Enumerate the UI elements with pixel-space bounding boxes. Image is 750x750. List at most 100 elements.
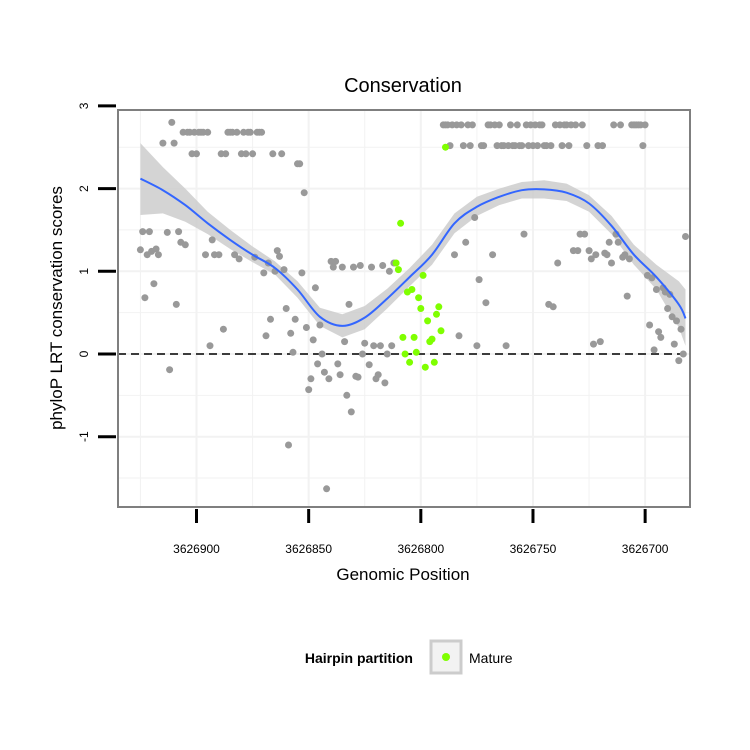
y-axis: -1 0 1 2 3 xyxy=(77,102,116,442)
data-point xyxy=(258,128,266,136)
data-point xyxy=(368,263,375,271)
data-point xyxy=(273,247,281,255)
data-point xyxy=(489,251,497,259)
y-tick-label: 0 xyxy=(77,350,91,357)
data-point xyxy=(314,360,322,368)
data-point xyxy=(639,142,647,150)
mature-data-point xyxy=(415,294,423,302)
data-point xyxy=(583,142,591,150)
x-axis-title: Genomic Position xyxy=(336,565,469,584)
data-point xyxy=(370,342,378,350)
data-point xyxy=(675,357,683,365)
data-point xyxy=(599,142,606,150)
data-point xyxy=(554,259,562,267)
data-point xyxy=(280,266,288,274)
mature-data-point xyxy=(419,271,427,279)
data-point xyxy=(679,350,687,358)
data-point xyxy=(219,325,227,333)
data-point xyxy=(285,441,292,449)
data-point xyxy=(318,350,326,358)
data-point xyxy=(320,368,328,376)
data-point xyxy=(480,142,488,150)
data-point xyxy=(269,150,277,158)
y-tick-label: -1 xyxy=(77,431,91,442)
data-point xyxy=(323,485,331,493)
data-point xyxy=(365,361,373,369)
mature-data-point xyxy=(430,358,438,366)
mature-data-point xyxy=(406,358,414,366)
data-point xyxy=(222,150,230,158)
data-point xyxy=(289,348,297,356)
data-point xyxy=(262,332,270,340)
x-tick-label: 3626700 xyxy=(622,542,669,556)
data-point xyxy=(208,236,216,244)
data-point xyxy=(136,246,144,254)
data-point xyxy=(278,150,286,158)
data-point xyxy=(614,238,622,246)
data-point xyxy=(621,251,629,259)
data-point xyxy=(388,342,396,350)
data-point xyxy=(181,241,189,249)
legend-label-mature: Mature xyxy=(469,650,513,666)
data-point xyxy=(547,142,555,150)
data-point xyxy=(359,350,366,358)
data-point xyxy=(374,371,382,379)
data-point xyxy=(471,214,479,221)
data-point xyxy=(215,251,223,259)
plot-panel xyxy=(118,110,690,507)
data-point xyxy=(298,269,306,277)
data-point xyxy=(473,342,481,350)
data-point xyxy=(204,128,212,136)
data-point xyxy=(168,118,176,126)
mature-data-point xyxy=(392,259,400,267)
mature-data-point xyxy=(401,350,409,358)
data-point xyxy=(455,332,463,340)
data-point xyxy=(603,251,611,259)
data-point xyxy=(513,121,521,129)
data-point xyxy=(233,128,241,136)
data-point xyxy=(590,340,597,348)
data-point xyxy=(172,300,180,308)
data-point xyxy=(354,373,362,381)
mature-data-point xyxy=(408,286,416,293)
mature-data-point xyxy=(435,303,443,311)
y-tick-label: 1 xyxy=(77,268,91,275)
mature-data-point xyxy=(399,333,407,341)
data-point xyxy=(336,371,344,379)
mature-data-point xyxy=(421,363,429,371)
mature-data-point xyxy=(410,333,418,341)
data-point xyxy=(347,408,355,416)
data-point xyxy=(163,228,171,236)
data-point xyxy=(287,329,295,337)
data-point xyxy=(682,233,689,240)
data-point xyxy=(231,251,239,259)
data-point xyxy=(379,262,387,269)
data-point xyxy=(300,189,308,197)
data-point xyxy=(670,340,678,348)
mature-data-point xyxy=(412,348,420,356)
data-point xyxy=(468,121,476,129)
data-point xyxy=(646,321,654,329)
mature-data-point xyxy=(417,305,425,312)
x-tick-label: 3626900 xyxy=(173,542,220,556)
x-tick-label: 3626750 xyxy=(510,542,557,556)
mature-data-point xyxy=(397,219,405,227)
data-point xyxy=(150,280,158,288)
data-point xyxy=(385,267,393,275)
mature-data-point xyxy=(394,266,402,274)
data-point xyxy=(381,379,389,387)
data-point xyxy=(356,262,364,269)
plot-panel-border xyxy=(117,109,691,508)
data-point xyxy=(502,342,510,350)
data-point xyxy=(345,300,353,308)
data-point xyxy=(605,238,613,246)
data-point xyxy=(329,263,337,271)
data-point xyxy=(657,333,665,341)
data-point xyxy=(482,299,490,307)
data-point xyxy=(334,360,342,368)
data-point xyxy=(175,228,183,236)
mature-data-point xyxy=(428,335,436,343)
data-point xyxy=(459,142,467,150)
data-point xyxy=(170,139,178,147)
